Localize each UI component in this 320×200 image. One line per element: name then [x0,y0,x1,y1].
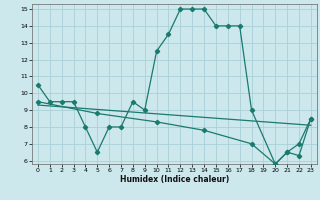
X-axis label: Humidex (Indice chaleur): Humidex (Indice chaleur) [120,175,229,184]
